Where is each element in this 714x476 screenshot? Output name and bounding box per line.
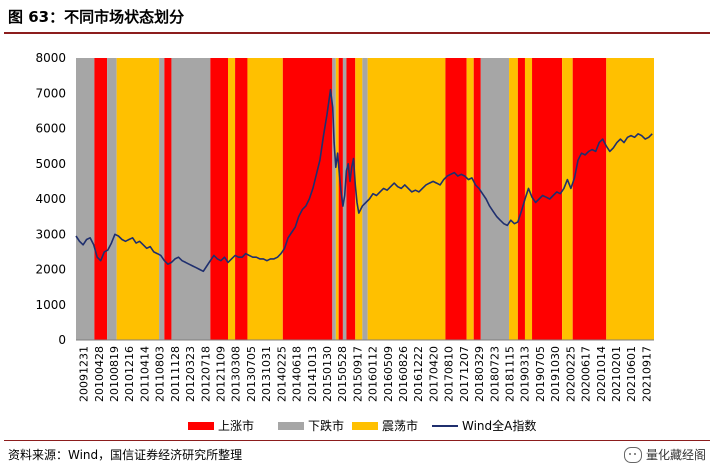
source-note: 资料来源：Wind，国信证券经济研究所整理 [8, 448, 243, 462]
regime-band-bull [473, 58, 481, 340]
x-tick-label: 20160509 [382, 346, 395, 402]
legend-label: 上涨市 [218, 418, 254, 433]
y-tick-label: 0 [58, 333, 66, 347]
x-tick-label: 20120323 [184, 346, 197, 402]
regime-band-bull [445, 58, 467, 340]
x-tick-label: 20130308 [230, 346, 243, 402]
x-tick-label: 20201014 [595, 346, 608, 402]
regime-band-range [524, 58, 533, 340]
regime-band-range [562, 58, 573, 340]
regime-band-bull [94, 58, 108, 340]
regime-band-range [228, 58, 236, 340]
regime-band-range [247, 58, 283, 340]
regime-band-bear [107, 58, 117, 340]
x-tick-label: 20171207 [458, 346, 471, 402]
regime-band-range [355, 58, 363, 340]
x-tick-label: 20190705 [534, 346, 547, 402]
x-tick-label: 20100819 [108, 346, 121, 402]
legend-swatch-bear [278, 422, 304, 430]
regime-band-bear [159, 58, 165, 340]
x-tick-label: 20181115 [504, 346, 517, 402]
legend-label: 震荡市 [382, 418, 418, 433]
x-tick-label: 20200225 [564, 346, 577, 402]
regime-band-bear [362, 58, 368, 340]
wind-a-index-line [75, 88, 653, 273]
x-tick-label: 20210201 [610, 346, 623, 402]
y-tick-label: 5000 [35, 157, 66, 171]
x-tick-label: 20190313 [519, 346, 532, 402]
regime-band-bear [332, 58, 336, 340]
legend-label: 下跌市 [308, 418, 344, 433]
legend-label: Wind全A指数 [462, 418, 536, 433]
y-tick-label: 8000 [35, 51, 66, 65]
y-tick-label: 3000 [35, 227, 66, 241]
regime-band-bull [346, 58, 356, 340]
x-tick-label: 20101216 [123, 346, 136, 402]
regime-band-bull [235, 58, 248, 340]
x-tick-label: 20130705 [245, 346, 258, 402]
regime-band-bull [532, 58, 563, 340]
x-tick-label: 20140618 [291, 346, 304, 402]
x-tick-label: 20180329 [473, 346, 486, 402]
watermark: 量化藏经阁 [623, 446, 706, 463]
y-tick-label: 1000 [35, 298, 66, 312]
regime-band-range [509, 58, 518, 340]
regime-band-bull [517, 58, 525, 340]
watermark-text: 量化藏经阁 [645, 448, 706, 462]
x-tick-label: 20131031 [260, 346, 273, 402]
x-tick-label: 20110414 [138, 346, 151, 402]
x-tick-label: 20210601 [625, 346, 638, 402]
wechat-icon [623, 446, 642, 463]
regime-band-bull [572, 58, 607, 340]
regime-band-bear [480, 58, 510, 340]
y-tick-label: 6000 [35, 122, 66, 136]
regime-band-bull [282, 58, 333, 340]
y-tick-label: 7000 [35, 86, 66, 100]
x-tick-label: 20110803 [154, 346, 167, 402]
x-tick-label: 20150917 [351, 346, 364, 402]
x-tick-label: 20160826 [397, 346, 410, 402]
x-tick-label: 20200617 [580, 346, 593, 402]
regime-band-bull [210, 58, 229, 340]
regime-band-range [466, 58, 474, 340]
x-tick-label: 20150528 [336, 346, 349, 402]
x-tick-label: 20191030 [549, 346, 562, 402]
regime-band-range [367, 58, 446, 340]
regime-band-bear [76, 58, 95, 340]
regime-band-bear [171, 58, 211, 340]
x-tick-label: 20170810 [443, 346, 456, 402]
x-tick-label: 20100428 [93, 346, 106, 402]
regime-band-range [606, 58, 654, 340]
bottom-rule [4, 440, 710, 441]
x-tick-label: 20160112 [367, 346, 380, 402]
x-tick-label: 20150130 [321, 346, 334, 402]
y-tick-label: 4000 [35, 192, 66, 206]
x-tick-label: 20140225 [275, 346, 288, 402]
regime-band-range [335, 58, 339, 340]
x-tick-label: 20170420 [427, 346, 440, 402]
x-tick-label: 20141013 [306, 346, 319, 402]
x-tick-label: 20091231 [78, 346, 91, 402]
regime-band-bull [164, 58, 172, 340]
regime-band-range [116, 58, 160, 340]
x-tick-label: 20121109 [215, 346, 228, 402]
regime-band-bull [338, 58, 343, 340]
x-tick-label: 20210917 [640, 346, 653, 402]
y-tick-label: 2000 [35, 263, 66, 277]
x-tick-label: 20161222 [412, 346, 425, 402]
top-rule [4, 32, 710, 34]
x-tick-label: 20111128 [169, 346, 182, 402]
x-tick-label: 20120718 [199, 346, 212, 402]
legend-swatch-range [352, 422, 378, 430]
legend-swatch-bull [188, 422, 214, 430]
x-tick-label: 20180723 [488, 346, 501, 402]
figure-title: 图 63：不同市场状态划分 [8, 8, 185, 26]
